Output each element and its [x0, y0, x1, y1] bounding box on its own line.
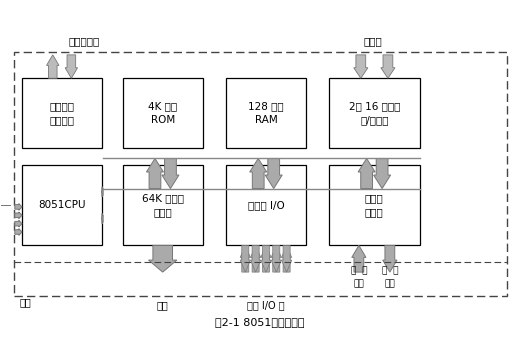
- Polygon shape: [358, 158, 375, 189]
- Polygon shape: [281, 245, 292, 272]
- Bar: [122, 78, 203, 148]
- Polygon shape: [261, 245, 271, 272]
- Polygon shape: [383, 245, 397, 272]
- Text: 输出: 输出: [385, 279, 395, 288]
- Text: 2个 16 位定时
器/计数器: 2个 16 位定时 器/计数器: [349, 101, 400, 125]
- Bar: [22, 78, 102, 148]
- Text: 可编程
串行口: 可编程 串行口: [365, 193, 384, 217]
- Text: 中断: 中断: [19, 297, 31, 307]
- Text: 可编程 I/O: 可编程 I/O: [248, 200, 284, 210]
- Text: 8051CPU: 8051CPU: [38, 200, 86, 210]
- Polygon shape: [47, 55, 59, 78]
- Bar: [226, 78, 306, 148]
- Text: 计数器: 计数器: [364, 36, 383, 47]
- Text: 64K 总线扩
展控制: 64K 总线扩 展控制: [142, 193, 184, 217]
- Polygon shape: [352, 245, 366, 272]
- Polygon shape: [381, 55, 395, 78]
- Text: 串  行: 串 行: [351, 266, 367, 275]
- Text: 频率基准源: 频率基准源: [69, 36, 100, 47]
- Polygon shape: [271, 245, 281, 272]
- Polygon shape: [250, 158, 267, 189]
- Text: 输入: 输入: [353, 279, 364, 288]
- Polygon shape: [240, 245, 250, 272]
- Bar: [329, 78, 419, 148]
- Polygon shape: [15, 229, 22, 235]
- Polygon shape: [102, 213, 103, 224]
- Polygon shape: [15, 212, 22, 219]
- Polygon shape: [251, 245, 261, 272]
- Bar: [329, 165, 419, 245]
- Bar: [122, 165, 203, 245]
- Text: 串  行: 串 行: [381, 266, 398, 275]
- Polygon shape: [146, 158, 163, 189]
- Polygon shape: [15, 204, 22, 210]
- Text: 图2-1 8051单片机框图: 图2-1 8051单片机框图: [215, 317, 304, 327]
- Polygon shape: [354, 55, 368, 78]
- Bar: [226, 165, 306, 245]
- Text: 控制: 控制: [157, 301, 169, 310]
- Polygon shape: [265, 158, 282, 189]
- Polygon shape: [271, 245, 281, 272]
- Bar: [22, 165, 102, 245]
- Polygon shape: [65, 55, 77, 78]
- Polygon shape: [15, 220, 22, 227]
- Polygon shape: [261, 245, 271, 272]
- Bar: [15, 52, 507, 296]
- Polygon shape: [281, 245, 292, 272]
- Text: 128 字节
RAM: 128 字节 RAM: [248, 101, 284, 125]
- Polygon shape: [102, 187, 103, 197]
- Text: 并行 I/O 口: 并行 I/O 口: [247, 301, 285, 310]
- Polygon shape: [374, 158, 391, 189]
- Polygon shape: [251, 245, 261, 272]
- Polygon shape: [148, 245, 177, 272]
- Text: 4K 字节
ROM: 4K 字节 ROM: [148, 101, 177, 125]
- Polygon shape: [240, 245, 250, 272]
- Polygon shape: [162, 158, 179, 189]
- Text: 振荡器及
定时电路: 振荡器及 定时电路: [49, 101, 75, 125]
